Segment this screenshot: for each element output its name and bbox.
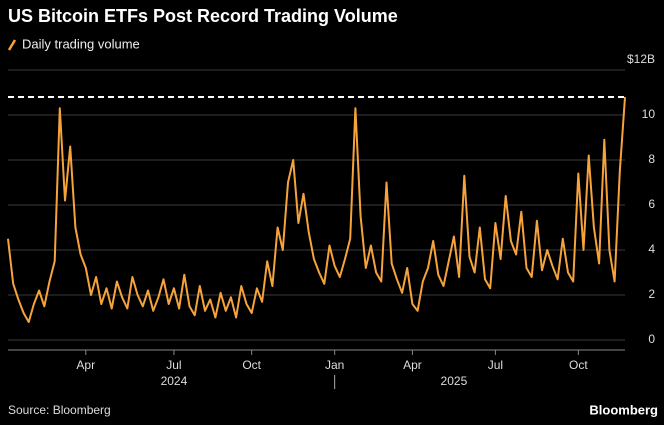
x-tick-label: Jul bbox=[488, 358, 503, 372]
y-tick-label: 10 bbox=[642, 107, 656, 121]
year-label: 2024 bbox=[161, 374, 188, 388]
data-line bbox=[7, 96, 626, 323]
chart-title: US Bitcoin ETFs Post Record Trading Volu… bbox=[8, 6, 398, 26]
brand: Bloomberg bbox=[589, 402, 658, 417]
x-tick-label: Jan bbox=[325, 358, 344, 372]
legend-swatch bbox=[7, 39, 17, 51]
x-tick-label: Apr bbox=[403, 358, 422, 372]
legend-label: Daily trading volume bbox=[22, 36, 140, 51]
y-tick-label: $12B bbox=[627, 52, 655, 66]
y-tick-label: 6 bbox=[648, 197, 655, 211]
x-tick-label: Oct bbox=[569, 358, 588, 372]
year-label: 2025 bbox=[441, 374, 468, 388]
x-tick-label: Oct bbox=[242, 358, 261, 372]
x-tick-label: Jul bbox=[166, 358, 181, 372]
y-tick-label: 8 bbox=[648, 152, 655, 166]
y-tick-label: 2 bbox=[648, 287, 655, 301]
y-tick-label: 4 bbox=[648, 242, 655, 256]
source: Source: Bloomberg bbox=[8, 403, 111, 417]
y-tick-label: 0 bbox=[648, 332, 655, 346]
x-tick-label: Apr bbox=[76, 358, 95, 372]
